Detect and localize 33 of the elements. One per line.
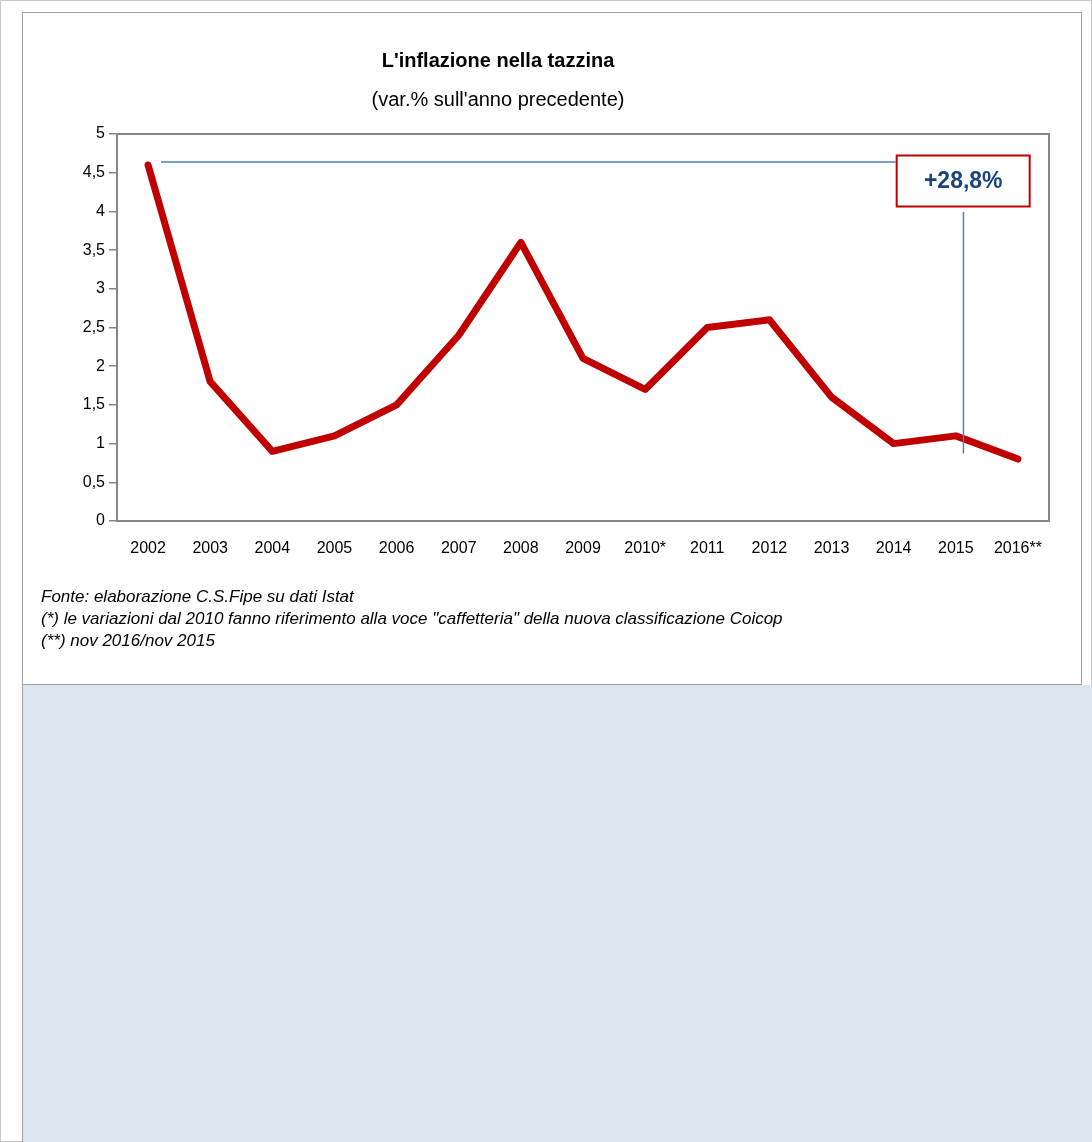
x-tick-label: 2015 — [938, 539, 974, 557]
x-tick-label: 2004 — [254, 539, 291, 557]
x-tick-label: 2011 — [690, 539, 725, 557]
chart-title: L'inflazione nella tazzina — [380, 48, 616, 72]
x-tick-label: 2005 — [316, 539, 353, 557]
x-tick-label: 2012 — [751, 539, 788, 557]
text: (**) nov 2016/nov 2015 — [41, 630, 216, 652]
y-tick-label: 4,5 — [82, 163, 106, 181]
callout-box: +28,8% — [895, 154, 1031, 208]
x-tick-label: 2009 — [565, 539, 601, 557]
x-tick-label: 2010* — [624, 539, 667, 557]
annotation: +28,8% — [923, 166, 1003, 193]
y-tick-label: 5 — [96, 124, 106, 142]
y-tick-label: 1 — [96, 434, 106, 452]
y-tick-label: 3,5 — [82, 240, 106, 258]
y-tick-label: 3 — [96, 279, 106, 297]
x-tick-label: 2014 — [875, 539, 912, 557]
x-tick-label: 2016** — [993, 539, 1042, 557]
x-tick-label: 2006 — [378, 539, 415, 557]
x-tick-label: 2002 — [130, 539, 166, 557]
chart-subtitle: (var.% sull'anno precedente) — [370, 87, 626, 111]
x-tick-label: 2008 — [503, 539, 539, 557]
text: (*) le variazioni dal 2010 fanno riferimento alla voce "caffetteria" della nuova classificazione Coicop — [41, 608, 783, 630]
y-tick-label: 0 — [96, 511, 106, 529]
x-tick-label: 2007 — [440, 539, 477, 557]
source-note: Fonte: elaborazione C.S.Fipe su dati Istat — [41, 586, 356, 608]
y-tick-label: 0,5 — [82, 472, 106, 490]
x-tick-label: 2013 — [813, 539, 850, 557]
y-tick-label: 2 — [96, 356, 106, 374]
y-tick-label: 4 — [96, 201, 106, 219]
y-tick-label: 1,5 — [82, 395, 106, 413]
x-tick-label: 2003 — [192, 539, 229, 557]
y-tick-label: 2,5 — [82, 317, 106, 335]
